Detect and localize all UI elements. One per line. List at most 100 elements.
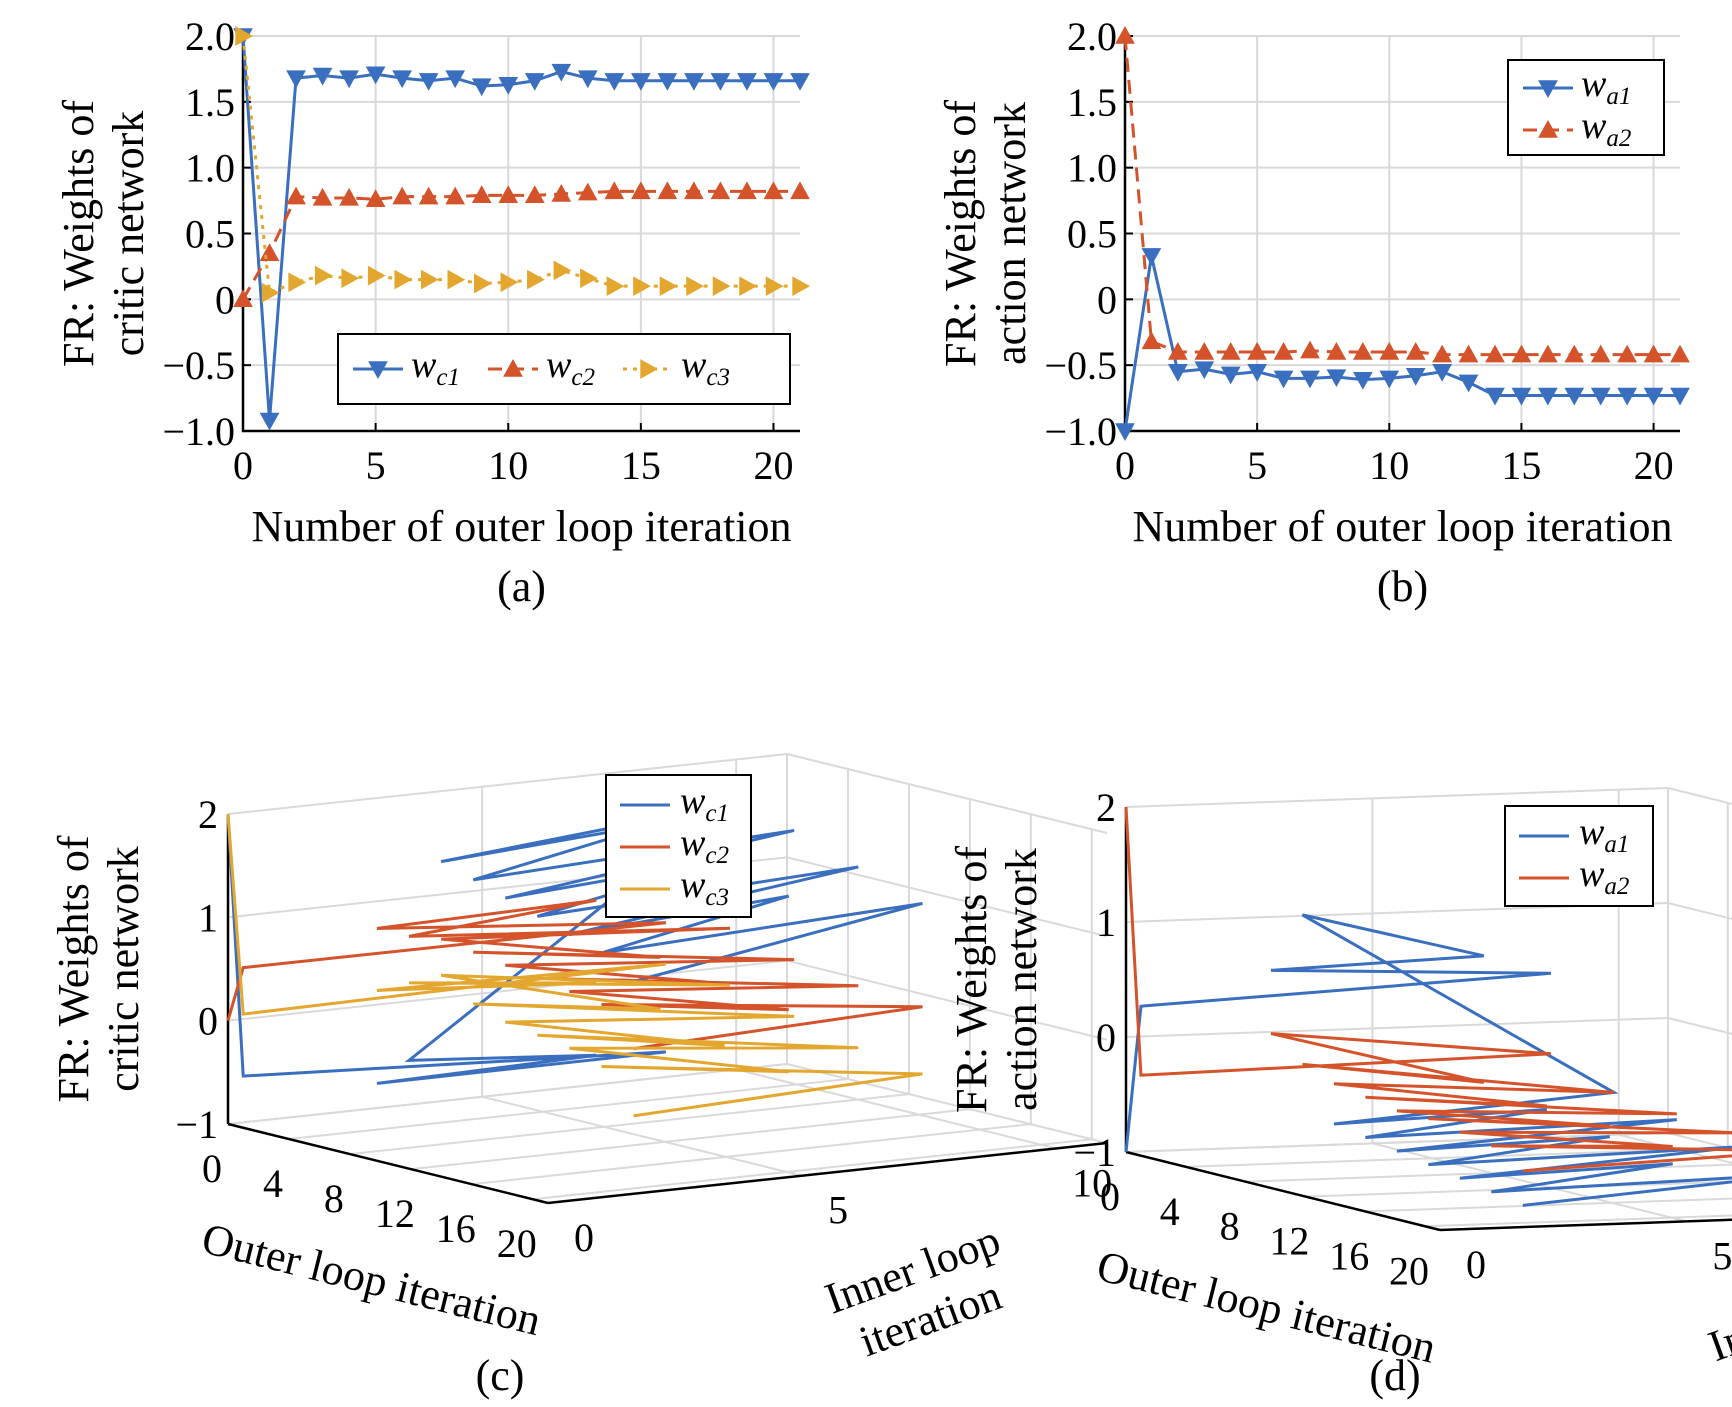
data-point-c2: [577, 182, 598, 201]
data-point-c2: [365, 189, 386, 207]
z-tick-label: 1: [198, 895, 218, 940]
data-point-c2: [418, 186, 439, 205]
data-point-a1: [1538, 387, 1558, 406]
gridline-side: [1125, 787, 1669, 808]
panel-caption: (d): [1369, 1351, 1420, 1400]
series-line-c2: [241, 189, 800, 301]
z-tick-label: 2: [198, 792, 218, 837]
series-line-a1: [1124, 913, 1732, 1207]
data-point-a1: [1458, 374, 1479, 393]
data-point-c2: [498, 185, 519, 204]
data-point-c2: [763, 181, 784, 200]
data-point-c3: [527, 269, 545, 290]
data-point-c3: [712, 276, 731, 297]
x-tick-label: 0: [1115, 443, 1135, 488]
series-line-c3: [241, 35, 800, 295]
x-axis-label: Outer loop iteration: [197, 1214, 546, 1345]
data-point-a1: [1273, 370, 1294, 389]
x-tick-label: 0: [202, 1146, 222, 1191]
data-point-c3: [474, 273, 492, 294]
z-tick-label: −1: [1073, 1130, 1116, 1175]
y-tick-label: −0.5: [162, 343, 235, 388]
data-point-c1: [471, 78, 492, 97]
data-point-c3: [235, 26, 254, 46]
data-point-c2: [790, 181, 810, 200]
series-line-c1: [241, 35, 800, 421]
y-axis-label: FR: Weights ofaction network: [936, 100, 1035, 367]
gridline-back: [786, 959, 1108, 1041]
gridline-floor: [532, 1138, 1092, 1201]
gridline-back: [1667, 1017, 1732, 1035]
gridline-back: [786, 753, 1108, 834]
data-point-c3: [580, 268, 598, 289]
data-point-c3: [686, 276, 704, 297]
data-point-c2: [737, 181, 757, 200]
data-point-c2: [657, 181, 678, 200]
x-tick-label: 15: [1501, 443, 1541, 488]
data-point-c3: [633, 276, 651, 297]
legend-marker-c1: [368, 361, 388, 380]
legend-marker-a1: [1538, 80, 1558, 99]
data-point-a2: [1220, 341, 1241, 360]
data-point-c1: [259, 412, 280, 431]
data-point-c3: [341, 268, 360, 289]
x-tick-label: 8: [1220, 1204, 1240, 1249]
data-point-a1: [1353, 371, 1373, 390]
gridline-floor: [1425, 1214, 1732, 1228]
y-tick-label: 0: [215, 277, 235, 322]
x-tick-label: 0: [1100, 1174, 1120, 1219]
series-line-c2: [226, 898, 923, 1051]
x-tick-label: 0: [233, 443, 253, 488]
gridline-floor: [1365, 1197, 1732, 1213]
y-tick-label: 2.0: [185, 14, 235, 59]
panel-b-action-weights-2d: 0 5 10 15 20 2.0 1.5 1.0 0.5 0 −0.5 −1.0 Number of o…: [936, 14, 1690, 611]
x-axis-line: [1125, 1150, 1441, 1232]
data-point-c1: [684, 73, 704, 91]
x-tick-label: 5: [1247, 443, 1267, 488]
gridline-floor: [349, 1093, 910, 1156]
gridline-floor: [288, 1078, 849, 1141]
data-point-c1: [524, 73, 545, 91]
data-point-a2: [1590, 344, 1611, 363]
data-point-c2: [286, 186, 306, 205]
gridline-side: [227, 959, 788, 1022]
data-point-c3: [792, 276, 811, 297]
panel-a-critic-weights-2d: 0 5 10 15 20 2.0 1.5 1.0 0.5 0 −0.5 −1.0 Number of o…: [54, 14, 811, 611]
data-point-c3: [500, 272, 519, 293]
legend-marker-a2: [1538, 119, 1558, 138]
gridline-back: [1667, 902, 1732, 920]
x-tick-label: 4: [1160, 1189, 1180, 1234]
y-tick-label: 0.5: [185, 212, 235, 257]
data-point-a2: [1300, 340, 1320, 359]
data-point-a2: [1405, 341, 1426, 360]
data-point-a2: [1564, 344, 1585, 363]
x-tick-label: 4: [263, 1161, 283, 1206]
data-point-c1: [763, 73, 784, 91]
legend-label-c2: wc2: [680, 822, 729, 869]
data-point-c3: [288, 272, 307, 293]
gridline-floor: [1125, 1132, 1669, 1153]
data-point-c1: [551, 63, 572, 82]
data-point-a2: [1511, 344, 1532, 363]
data-point-c2: [233, 289, 253, 308]
x-tick-label: 10: [1369, 443, 1409, 488]
panel-caption: (b): [1377, 562, 1428, 611]
gridline-floor: [471, 1123, 1031, 1186]
y-axis-label: Inner loopiteration: [819, 1215, 1025, 1372]
panel-caption: (c): [476, 1351, 525, 1400]
data-point-c3: [606, 276, 625, 297]
series-line-a2: [1124, 806, 1732, 1173]
y-tick-label: 0: [1097, 277, 1117, 322]
y-tick-label: 1.5: [1067, 80, 1117, 125]
data-point-a2: [1432, 344, 1452, 363]
gridline-floor: [1372, 1142, 1687, 1223]
data-point-c2: [551, 183, 572, 202]
data-point-a1: [1485, 387, 1505, 406]
x-tick-label: 12: [1269, 1219, 1309, 1264]
data-point-a2: [1617, 344, 1637, 363]
data-point-a1: [1168, 364, 1188, 382]
data-point-a1: [1564, 387, 1585, 406]
y-tick-label: 0: [574, 1215, 594, 1260]
data-point-c2: [445, 186, 466, 205]
